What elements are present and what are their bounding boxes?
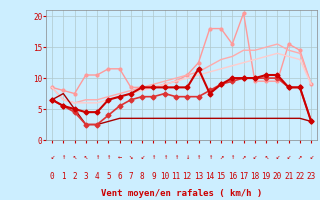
Text: ↑: ↑	[174, 154, 178, 160]
Text: ↗: ↗	[242, 154, 246, 160]
Text: 23: 23	[307, 172, 316, 181]
Text: ↑: ↑	[95, 154, 99, 160]
Text: 13: 13	[194, 172, 203, 181]
Text: ↑: ↑	[106, 154, 110, 160]
Text: 8: 8	[140, 172, 144, 181]
Text: 17: 17	[239, 172, 248, 181]
Text: ↖: ↖	[264, 154, 268, 160]
Text: ↑: ↑	[196, 154, 201, 160]
Text: ←: ←	[117, 154, 122, 160]
Text: 11: 11	[171, 172, 180, 181]
Text: ↖: ↖	[84, 154, 88, 160]
Text: ↑: ↑	[208, 154, 212, 160]
Text: ↙: ↙	[50, 154, 54, 160]
Text: ↗: ↗	[298, 154, 302, 160]
Text: 21: 21	[284, 172, 293, 181]
Text: ↙: ↙	[309, 154, 313, 160]
Text: ↑: ↑	[163, 154, 167, 160]
Text: ↖: ↖	[72, 154, 77, 160]
Text: ↑: ↑	[61, 154, 65, 160]
Text: 20: 20	[273, 172, 282, 181]
Text: 2: 2	[72, 172, 77, 181]
Text: 16: 16	[228, 172, 237, 181]
Text: 22: 22	[295, 172, 305, 181]
Text: 4: 4	[95, 172, 100, 181]
Text: 5: 5	[106, 172, 111, 181]
Text: 14: 14	[205, 172, 214, 181]
Text: ↙: ↙	[286, 154, 291, 160]
Text: ↑: ↑	[151, 154, 156, 160]
Text: ↑: ↑	[230, 154, 235, 160]
Text: ↓: ↓	[185, 154, 189, 160]
Text: ↙: ↙	[275, 154, 279, 160]
Text: 10: 10	[160, 172, 169, 181]
Text: ↙: ↙	[253, 154, 257, 160]
Text: 9: 9	[151, 172, 156, 181]
Text: 12: 12	[183, 172, 192, 181]
Text: 18: 18	[250, 172, 260, 181]
Text: 15: 15	[216, 172, 226, 181]
Text: 3: 3	[84, 172, 88, 181]
Text: ↗: ↗	[219, 154, 223, 160]
Text: 19: 19	[261, 172, 271, 181]
Text: 7: 7	[129, 172, 133, 181]
Text: ↘: ↘	[129, 154, 133, 160]
Text: 6: 6	[117, 172, 122, 181]
Text: 0: 0	[50, 172, 54, 181]
Text: ↙: ↙	[140, 154, 144, 160]
Text: 1: 1	[61, 172, 66, 181]
Text: Vent moyen/en rafales ( km/h ): Vent moyen/en rafales ( km/h )	[101, 189, 262, 198]
